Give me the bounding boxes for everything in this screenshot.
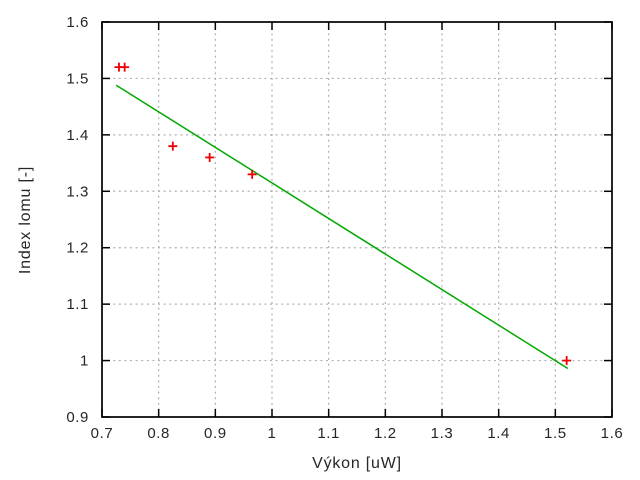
plot-border [101,21,613,418]
x-tick-label: 1.6 [601,425,624,442]
x-tick-label: 1.5 [544,425,567,442]
x-tick-label: 1.4 [487,425,510,442]
y-tick-label: 1.2 [66,240,89,257]
x-tick-label: 1 [268,425,277,442]
x-tick-label: 0.7 [91,425,114,442]
x-tick-label: 1.3 [431,425,454,442]
y-tick-label: 1.3 [66,183,89,200]
x-tick-label: 0.8 [147,425,170,442]
x-tick-label: 1.1 [317,425,340,442]
y-tick-label: 1.5 [66,70,89,87]
x-tick-label: 1.2 [374,425,397,442]
y-tick-label: 0.9 [66,409,89,426]
fit-line [115,84,569,370]
y-tick-label: 1.4 [66,127,89,144]
x-tick-label: 0.9 [204,425,227,442]
y-tick-label: 1.1 [66,296,89,313]
y-tick-label: 1.6 [66,14,89,31]
y-axis-title: Index lomu [-] [17,166,34,274]
x-axis-title: Výkon [uW] [312,455,402,472]
y-tick-label: 1 [80,353,89,370]
